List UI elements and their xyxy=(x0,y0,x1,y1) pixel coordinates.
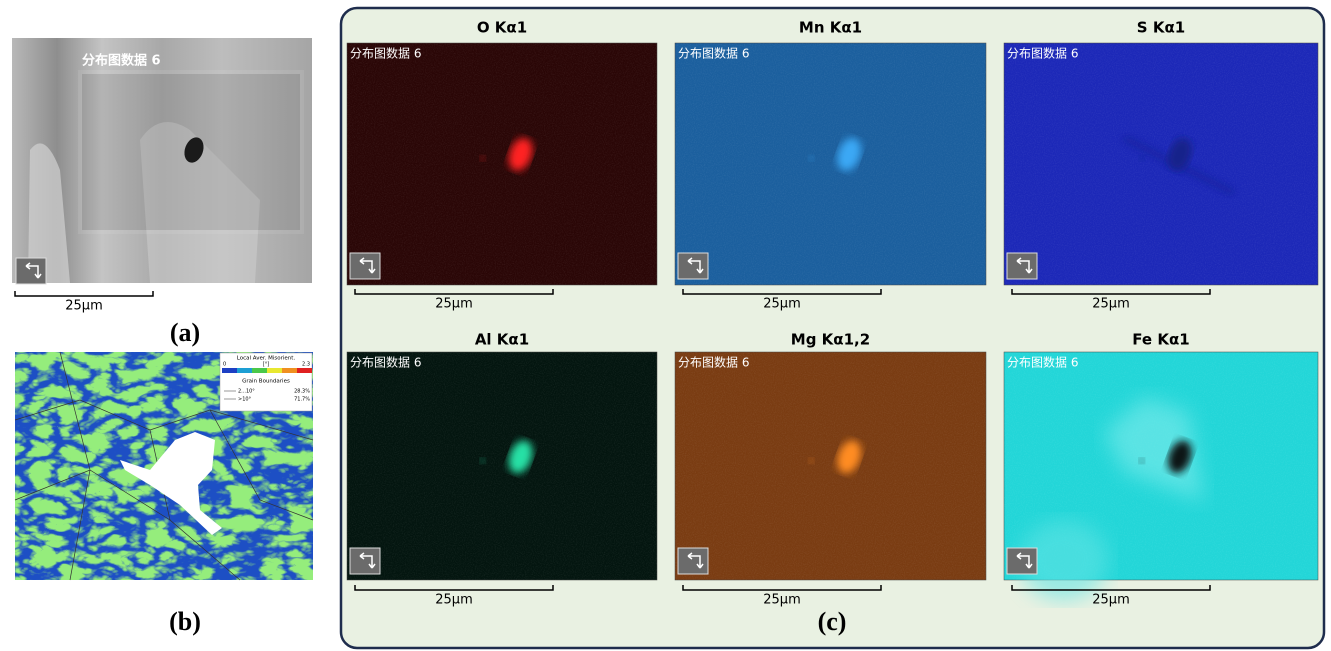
inclusion-signal xyxy=(808,457,815,464)
map-title: Mn Kα1 xyxy=(799,19,862,37)
legend-min: 0 xyxy=(223,362,226,368)
map-noise xyxy=(675,43,986,285)
axis-icon xyxy=(1006,547,1038,575)
scale-label: 25μm xyxy=(763,593,800,608)
axis-icon-arrows xyxy=(359,257,376,274)
overlay-label: 分布图数据 6 xyxy=(1007,46,1078,61)
axis-icon xyxy=(349,547,381,575)
inclusion-signal xyxy=(479,457,486,464)
legend-row-value: 28.3% xyxy=(294,389,310,395)
legend-row-value: 71.7% xyxy=(294,397,310,403)
scale-bar xyxy=(682,585,882,591)
region-frame xyxy=(78,70,304,234)
overlay-label: 分布图数据 6 xyxy=(350,46,421,61)
legend-row-label: 2...10° xyxy=(238,389,255,395)
map-title: O Kα1 xyxy=(477,19,527,37)
inclusion-signal xyxy=(508,137,533,171)
axis-icon-arrows xyxy=(25,262,42,279)
grain-boundaries xyxy=(14,351,314,581)
scale-label: 25μm xyxy=(1092,297,1129,312)
inclusion-signal xyxy=(1138,155,1145,162)
legend-max: 2.3 xyxy=(302,362,310,368)
axis-icon-arrows xyxy=(1016,552,1033,569)
scale-label: 25μm xyxy=(65,299,102,314)
axis-icon-arrows xyxy=(687,257,704,274)
scale-label: 25μm xyxy=(435,297,472,312)
legend-swatch xyxy=(297,368,312,373)
overlay-label: 分布图数据 6 xyxy=(350,355,421,370)
axis-icon-arrows xyxy=(359,552,376,569)
map-noise xyxy=(675,352,986,580)
scale-bar xyxy=(354,585,554,591)
legend-swatch xyxy=(282,368,297,373)
map-title: S Kα1 xyxy=(1137,19,1185,37)
inclusion-signal xyxy=(837,440,862,474)
inclusion-signal xyxy=(808,155,815,162)
legend-swatch xyxy=(222,368,237,373)
map-noise xyxy=(347,43,657,285)
legend-row-label: >10° xyxy=(238,397,252,403)
map-noise xyxy=(1004,43,1318,285)
sem-feature xyxy=(140,122,260,283)
inclusion-signal xyxy=(1167,440,1192,474)
axis-icon xyxy=(349,252,381,280)
overlay-label: 分布图数据 6 xyxy=(678,46,749,61)
inclusion-signal xyxy=(1138,457,1145,464)
legend-title: Local Aver. Misorient. xyxy=(237,356,296,362)
legend-subtitle: Grain Boundaries xyxy=(242,379,290,385)
overlay-label: 分布图数据 6 xyxy=(678,355,749,370)
scale-bar xyxy=(682,289,882,295)
scale-bar xyxy=(14,291,154,297)
axis-icon-arrows xyxy=(1016,257,1033,274)
scale-label: 25μm xyxy=(1092,593,1129,608)
legend-swatch xyxy=(252,368,267,373)
inclusion-signal xyxy=(1167,137,1192,171)
map-title: Al Kα1 xyxy=(475,331,529,349)
overlay-label: 分布图数据 6 xyxy=(82,53,161,69)
inclusion-signal xyxy=(508,440,533,474)
inclusion xyxy=(184,137,204,163)
caption: (b) xyxy=(169,607,201,636)
axis-icon-arrows xyxy=(687,552,704,569)
axis-icon xyxy=(677,547,709,575)
scale-bar xyxy=(1011,289,1211,295)
grain-region xyxy=(1104,397,1204,502)
map-title: Fe Kα1 xyxy=(1132,331,1189,349)
legend-unit: [°] xyxy=(263,362,269,368)
scale-bar xyxy=(354,289,554,295)
axis-icon xyxy=(15,257,47,285)
map-feature xyxy=(1019,520,1109,600)
map-title: Mg Kα1,2 xyxy=(791,331,870,349)
scale-label: 25μm xyxy=(435,593,472,608)
sem-feature xyxy=(28,143,70,283)
inclusion-region xyxy=(120,432,222,535)
caption: (c) xyxy=(818,607,847,636)
legend-swatch xyxy=(237,368,252,373)
inclusion-signal xyxy=(479,155,486,162)
overlay-label: 分布图数据 6 xyxy=(1007,355,1078,370)
legend-swatch xyxy=(267,368,282,373)
axis-icon xyxy=(1006,252,1038,280)
inclusion-signal xyxy=(837,137,862,171)
axis-icon xyxy=(677,252,709,280)
map-noise xyxy=(347,352,657,580)
scale-bar xyxy=(1011,585,1211,591)
scale-label: 25μm xyxy=(763,297,800,312)
caption: (a) xyxy=(170,318,200,347)
legend-box xyxy=(219,352,313,412)
